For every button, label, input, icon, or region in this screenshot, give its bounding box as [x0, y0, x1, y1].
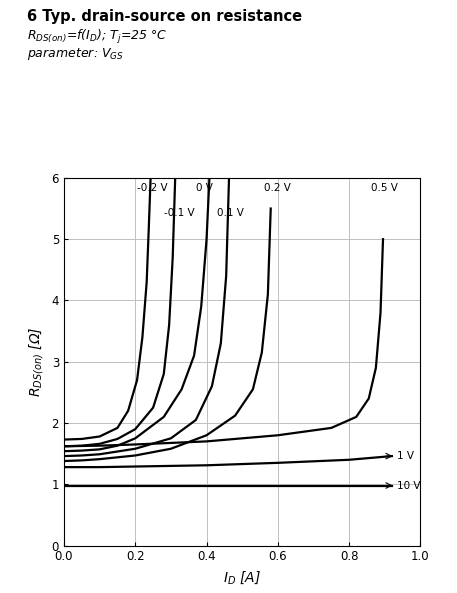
Text: 6 Typ. drain-source on resistance: 6 Typ. drain-source on resistance: [27, 9, 303, 24]
Text: -0.1 V: -0.1 V: [164, 208, 194, 218]
Text: $R_\mathregular{DS(on)}$=f($I_\mathregular{D}$); $T_\mathregular{j}$=25 °C: $R_\mathregular{DS(on)}$=f($I_\mathregul…: [27, 28, 168, 46]
Text: 1 V: 1 V: [397, 451, 414, 461]
Text: 10 V: 10 V: [397, 480, 421, 490]
Text: 0.5 V: 0.5 V: [371, 183, 398, 193]
X-axis label: $I_\mathregular{D}$ [A]: $I_\mathregular{D}$ [A]: [223, 569, 261, 586]
Text: parameter: $V_\mathregular{GS}$: parameter: $V_\mathregular{GS}$: [27, 46, 124, 62]
Y-axis label: $R_\mathregular{DS(on)}$ [Ω]: $R_\mathregular{DS(on)}$ [Ω]: [27, 327, 46, 397]
Text: -0.2 V: -0.2 V: [137, 183, 168, 193]
Text: 0 V: 0 V: [196, 183, 213, 193]
Text: 0.2 V: 0.2 V: [264, 183, 291, 193]
Text: 0.1 V: 0.1 V: [217, 208, 244, 218]
